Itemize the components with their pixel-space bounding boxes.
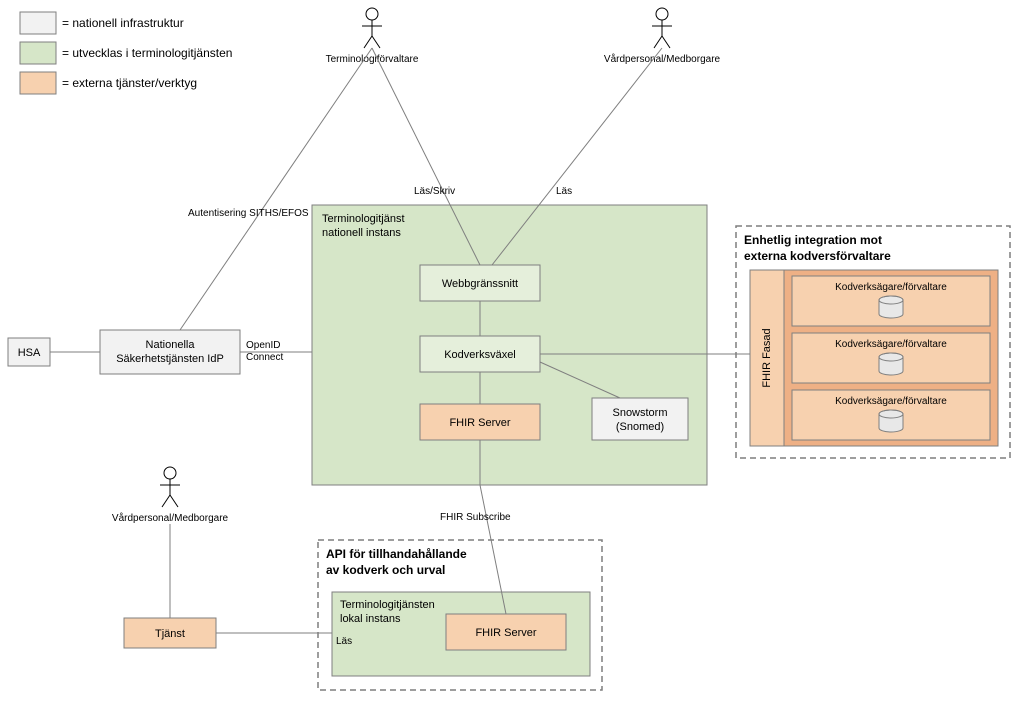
node-idp-label1: Nationella (146, 339, 196, 351)
legend-swatch-infra (20, 12, 56, 34)
node-webbgranssnitt-label: Webbgränssnitt (442, 278, 518, 290)
node-snowstorm-label1: Snowstorm (612, 407, 667, 419)
legend-label-infra: = nationell infrastruktur (62, 16, 184, 30)
container-terminologitjanst-label1: Terminologitjänst (322, 213, 405, 225)
database-icon (879, 296, 903, 318)
edge-label-fhir-subscribe: FHIR Subscribe (440, 512, 511, 523)
edge-label-las-skriv: Läs/Skriv (414, 186, 455, 197)
legend-label-ext: = externa tjänster/verktyg (62, 76, 197, 90)
edge-label-openid2: Connect (246, 352, 283, 363)
actor-label: Vårdpersonal/Medborgare (112, 512, 229, 524)
edge-label-las-local: Läs (336, 636, 352, 647)
legend-label-term: = utvecklas i terminologitjänsten (62, 46, 232, 60)
node-kodverksvaxel-label: Kodverksväxel (444, 349, 516, 361)
container-lokal-instans-label1: Terminologitjänsten (340, 599, 435, 611)
node-snowstorm-label2: (Snomed) (616, 421, 664, 433)
node-owner-2: Kodverksägare/förvaltare (792, 333, 990, 383)
node-fhir-server-label: FHIR Server (449, 417, 510, 429)
group-enhetlig-title1: Enhetlig integration mot (744, 233, 882, 247)
database-icon (879, 353, 903, 375)
node-owner-1-label: Kodverksägare/förvaltare (835, 282, 947, 293)
node-fhir-server-local-label: FHIR Server (475, 627, 536, 639)
node-owner-3: Kodverksägare/förvaltare (792, 390, 990, 440)
node-hsa-label: HSA (18, 347, 41, 359)
group-api-title1: API för tillhandahållande (326, 547, 467, 561)
node-tjanst-label: Tjänst (155, 628, 185, 640)
node-owner-1: Kodverksägare/förvaltare (792, 276, 990, 326)
actor-label: Vårdpersonal/Medborgare (604, 53, 721, 65)
legend-swatch-ext (20, 72, 56, 94)
container-lokal-instans-label2: lokal instans (340, 613, 401, 625)
container-terminologitjanst-label2: nationell instans (322, 227, 401, 239)
node-owner-3-label: Kodverksägare/förvaltare (835, 396, 947, 407)
node-owner-2-label: Kodverksägare/förvaltare (835, 339, 947, 350)
node-snowstorm (592, 398, 688, 440)
edge-label-auth: Autentisering SITHS/EFOS (188, 208, 309, 219)
architecture-diagram: = nationell infrastruktur = utvecklas i … (0, 0, 1024, 706)
node-fhir-fasad-label: FHIR Fasad (761, 328, 773, 387)
database-icon (879, 410, 903, 432)
edge-label-openid1: OpenID (246, 340, 280, 351)
group-api-title2: av kodverk och urval (326, 563, 445, 577)
node-idp (100, 330, 240, 374)
actor-label: Terminologiförvaltare (326, 54, 419, 65)
legend-swatch-term (20, 42, 56, 64)
edge-label-las: Läs (556, 186, 572, 197)
node-idp-label2: Säkerhetstjänsten IdP (116, 353, 224, 365)
group-enhetlig-title2: externa kodversförvaltare (744, 249, 891, 263)
